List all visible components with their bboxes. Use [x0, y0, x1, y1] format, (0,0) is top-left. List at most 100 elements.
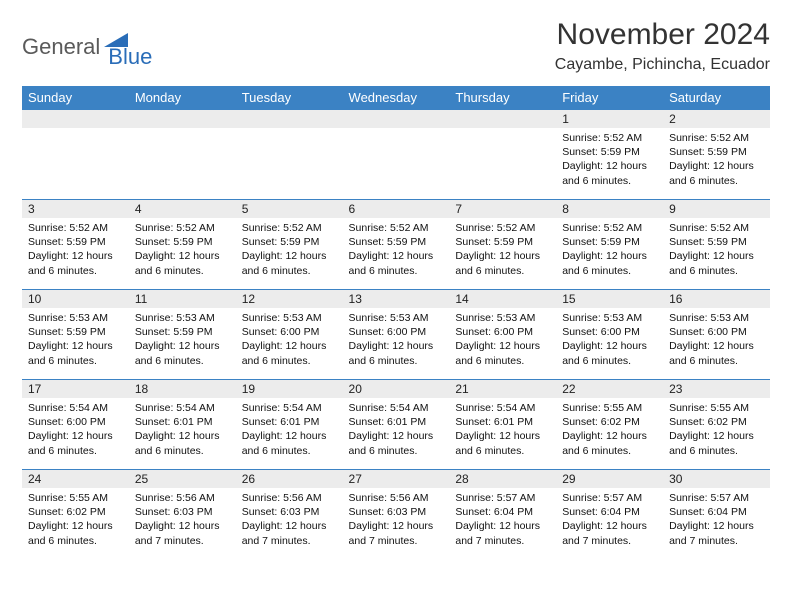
header: General Blue November 2024 Cayambe, Pich… [22, 18, 770, 74]
calendar-day-cell: 26Sunrise: 5:56 AM Sunset: 6:03 PM Dayli… [236, 470, 343, 560]
day-number [449, 110, 556, 128]
calendar-day-cell: 25Sunrise: 5:56 AM Sunset: 6:03 PM Dayli… [129, 470, 236, 560]
weekday-header: Saturday [663, 86, 770, 110]
day-number: 21 [449, 380, 556, 398]
calendar-day-cell: 5Sunrise: 5:52 AM Sunset: 5:59 PM Daylig… [236, 200, 343, 290]
calendar-day-cell: 13Sunrise: 5:53 AM Sunset: 6:00 PM Dayli… [343, 290, 450, 380]
logo-text-general: General [22, 34, 100, 60]
calendar-day-cell: 28Sunrise: 5:57 AM Sunset: 6:04 PM Dayli… [449, 470, 556, 560]
calendar-day-cell: 1Sunrise: 5:52 AM Sunset: 5:59 PM Daylig… [556, 110, 663, 200]
logo-text-blue: Blue [108, 44, 152, 70]
day-number: 19 [236, 380, 343, 398]
calendar-week-row: 24Sunrise: 5:55 AM Sunset: 6:02 PM Dayli… [22, 470, 770, 560]
day-number: 24 [22, 470, 129, 488]
day-number: 25 [129, 470, 236, 488]
day-number: 7 [449, 200, 556, 218]
day-number: 15 [556, 290, 663, 308]
day-number: 13 [343, 290, 450, 308]
day-content: Sunrise: 5:53 AM Sunset: 6:00 PM Dayligh… [236, 308, 343, 372]
day-content: Sunrise: 5:54 AM Sunset: 6:01 PM Dayligh… [129, 398, 236, 462]
day-content: Sunrise: 5:56 AM Sunset: 6:03 PM Dayligh… [129, 488, 236, 552]
calendar-day-cell: 12Sunrise: 5:53 AM Sunset: 6:00 PM Dayli… [236, 290, 343, 380]
day-number [343, 110, 450, 128]
calendar-week-row: 17Sunrise: 5:54 AM Sunset: 6:00 PM Dayli… [22, 380, 770, 470]
day-number: 10 [22, 290, 129, 308]
calendar-day-cell: 22Sunrise: 5:55 AM Sunset: 6:02 PM Dayli… [556, 380, 663, 470]
day-content: Sunrise: 5:52 AM Sunset: 5:59 PM Dayligh… [663, 128, 770, 192]
calendar-day-cell: 16Sunrise: 5:53 AM Sunset: 6:00 PM Dayli… [663, 290, 770, 380]
month-title: November 2024 [555, 18, 770, 52]
title-block: November 2024 Cayambe, Pichincha, Ecuado… [555, 18, 770, 74]
weekday-header: Tuesday [236, 86, 343, 110]
calendar-day-cell: 9Sunrise: 5:52 AM Sunset: 5:59 PM Daylig… [663, 200, 770, 290]
day-content [343, 128, 450, 135]
day-content: Sunrise: 5:57 AM Sunset: 6:04 PM Dayligh… [556, 488, 663, 552]
day-number: 1 [556, 110, 663, 128]
day-content: Sunrise: 5:55 AM Sunset: 6:02 PM Dayligh… [556, 398, 663, 462]
calendar-body: 1Sunrise: 5:52 AM Sunset: 5:59 PM Daylig… [22, 110, 770, 560]
day-content: Sunrise: 5:54 AM Sunset: 6:01 PM Dayligh… [236, 398, 343, 462]
day-content [449, 128, 556, 135]
calendar-day-cell: 19Sunrise: 5:54 AM Sunset: 6:01 PM Dayli… [236, 380, 343, 470]
day-number: 4 [129, 200, 236, 218]
day-number [129, 110, 236, 128]
day-content: Sunrise: 5:53 AM Sunset: 5:59 PM Dayligh… [129, 308, 236, 372]
day-number: 22 [556, 380, 663, 398]
calendar-day-cell: 18Sunrise: 5:54 AM Sunset: 6:01 PM Dayli… [129, 380, 236, 470]
day-number: 11 [129, 290, 236, 308]
day-number: 16 [663, 290, 770, 308]
calendar-day-cell [449, 110, 556, 200]
day-content: Sunrise: 5:52 AM Sunset: 5:59 PM Dayligh… [129, 218, 236, 282]
day-content: Sunrise: 5:55 AM Sunset: 6:02 PM Dayligh… [22, 488, 129, 552]
day-content: Sunrise: 5:52 AM Sunset: 5:59 PM Dayligh… [236, 218, 343, 282]
day-number: 14 [449, 290, 556, 308]
day-number: 26 [236, 470, 343, 488]
calendar-day-cell: 20Sunrise: 5:54 AM Sunset: 6:01 PM Dayli… [343, 380, 450, 470]
weekday-header: Thursday [449, 86, 556, 110]
day-content: Sunrise: 5:57 AM Sunset: 6:04 PM Dayligh… [449, 488, 556, 552]
calendar-head: SundayMondayTuesdayWednesdayThursdayFrid… [22, 86, 770, 110]
day-content: Sunrise: 5:52 AM Sunset: 5:59 PM Dayligh… [22, 218, 129, 282]
calendar-day-cell: 21Sunrise: 5:54 AM Sunset: 6:01 PM Dayli… [449, 380, 556, 470]
calendar-day-cell [22, 110, 129, 200]
day-content: Sunrise: 5:52 AM Sunset: 5:59 PM Dayligh… [663, 218, 770, 282]
day-content: Sunrise: 5:55 AM Sunset: 6:02 PM Dayligh… [663, 398, 770, 462]
day-number: 5 [236, 200, 343, 218]
day-content [236, 128, 343, 135]
day-number: 6 [343, 200, 450, 218]
calendar-day-cell: 30Sunrise: 5:57 AM Sunset: 6:04 PM Dayli… [663, 470, 770, 560]
weekday-header: Monday [129, 86, 236, 110]
calendar-day-cell: 23Sunrise: 5:55 AM Sunset: 6:02 PM Dayli… [663, 380, 770, 470]
day-number: 3 [22, 200, 129, 218]
day-content: Sunrise: 5:54 AM Sunset: 6:01 PM Dayligh… [343, 398, 450, 462]
day-content: Sunrise: 5:53 AM Sunset: 6:00 PM Dayligh… [343, 308, 450, 372]
day-content: Sunrise: 5:57 AM Sunset: 6:04 PM Dayligh… [663, 488, 770, 552]
day-number: 30 [663, 470, 770, 488]
day-content: Sunrise: 5:52 AM Sunset: 5:59 PM Dayligh… [556, 218, 663, 282]
day-content: Sunrise: 5:56 AM Sunset: 6:03 PM Dayligh… [236, 488, 343, 552]
calendar-day-cell: 7Sunrise: 5:52 AM Sunset: 5:59 PM Daylig… [449, 200, 556, 290]
day-number: 17 [22, 380, 129, 398]
day-content: Sunrise: 5:52 AM Sunset: 5:59 PM Dayligh… [449, 218, 556, 282]
calendar-day-cell: 2Sunrise: 5:52 AM Sunset: 5:59 PM Daylig… [663, 110, 770, 200]
day-number: 23 [663, 380, 770, 398]
calendar-day-cell [343, 110, 450, 200]
calendar-day-cell: 14Sunrise: 5:53 AM Sunset: 6:00 PM Dayli… [449, 290, 556, 380]
calendar-day-cell: 4Sunrise: 5:52 AM Sunset: 5:59 PM Daylig… [129, 200, 236, 290]
weekday-header: Wednesday [343, 86, 450, 110]
day-number: 27 [343, 470, 450, 488]
day-number: 12 [236, 290, 343, 308]
weekday-header: Friday [556, 86, 663, 110]
day-content: Sunrise: 5:54 AM Sunset: 6:01 PM Dayligh… [449, 398, 556, 462]
day-number [22, 110, 129, 128]
calendar-day-cell [129, 110, 236, 200]
day-number: 18 [129, 380, 236, 398]
day-content: Sunrise: 5:53 AM Sunset: 6:00 PM Dayligh… [556, 308, 663, 372]
calendar-day-cell: 10Sunrise: 5:53 AM Sunset: 5:59 PM Dayli… [22, 290, 129, 380]
calendar-day-cell: 29Sunrise: 5:57 AM Sunset: 6:04 PM Dayli… [556, 470, 663, 560]
calendar-day-cell: 17Sunrise: 5:54 AM Sunset: 6:00 PM Dayli… [22, 380, 129, 470]
calendar-day-cell: 11Sunrise: 5:53 AM Sunset: 5:59 PM Dayli… [129, 290, 236, 380]
day-number: 20 [343, 380, 450, 398]
calendar-table: SundayMondayTuesdayWednesdayThursdayFrid… [22, 86, 770, 560]
day-number: 29 [556, 470, 663, 488]
